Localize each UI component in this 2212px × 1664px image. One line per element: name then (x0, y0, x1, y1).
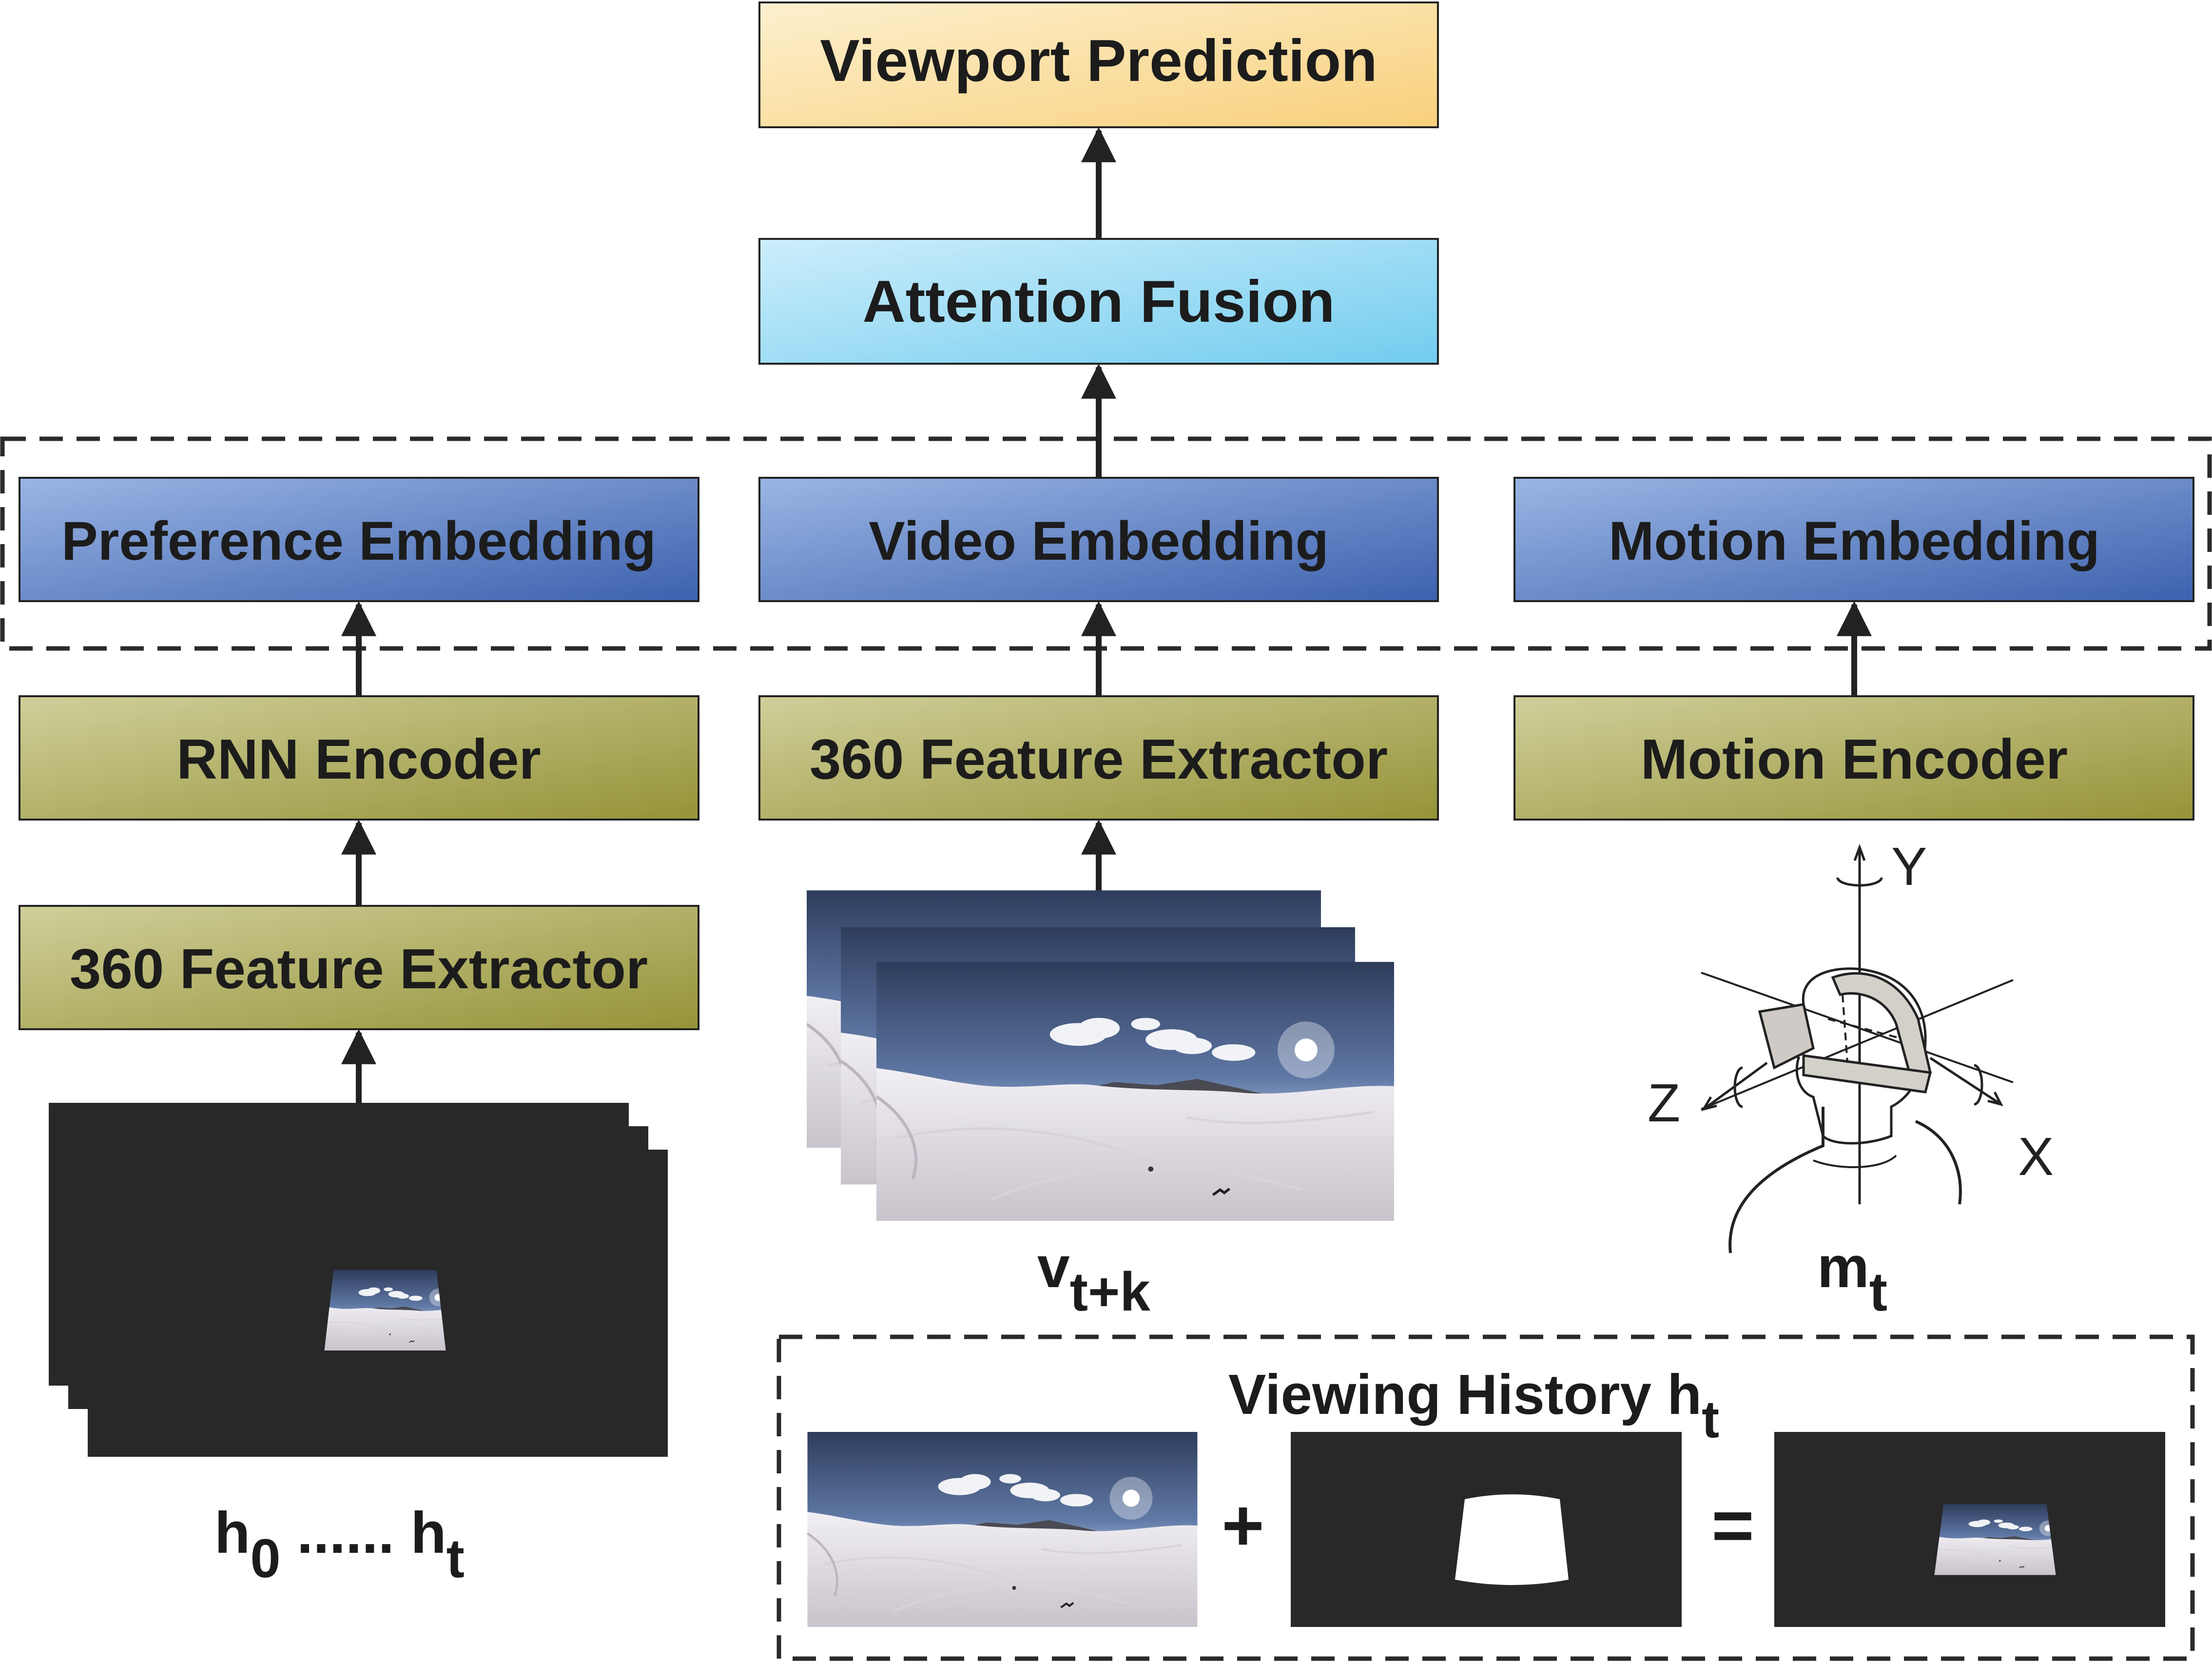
motion-embedding-box: Motion Embedding (1513, 477, 2194, 602)
viewing-history-outline (776, 1334, 2195, 1661)
equation-panorama-image (808, 1432, 1198, 1627)
history-caption: h0 ...... ht (214, 1500, 465, 1589)
feature-extractor-left-box: 360 Feature Extractor (19, 905, 699, 1030)
embedding-group-outline (0, 436, 2212, 651)
rnn-encoder-box: RNN Encoder (19, 695, 699, 821)
equals-sign: = (1711, 1484, 1754, 1566)
axis-y-label: Y (1891, 837, 1927, 897)
video-frames-stack (807, 890, 1394, 1221)
video-embedding-box: Video Embedding (758, 477, 1439, 602)
equation-mask-image (1291, 1432, 1682, 1627)
attention-fusion-label: Attention Fusion (862, 268, 1335, 334)
attention-fusion-box: Attention Fusion (758, 238, 1439, 365)
video-caption: vt+k (1037, 1234, 1150, 1322)
vr-headset-icon (1701, 843, 2014, 1253)
axis-z-label: Z (1648, 1073, 1680, 1133)
motion-caption: mt (1817, 1234, 1887, 1322)
plus-sign: + (1222, 1484, 1264, 1566)
rnn-encoder-label: RNN Encoder (176, 727, 541, 791)
axis-x-label: X (2018, 1127, 2054, 1187)
feature-extractor-left-label: 360 Feature Extractor (70, 937, 648, 1000)
viewing-history-stack (49, 1103, 668, 1457)
equation-masked-result-image (1774, 1432, 2165, 1627)
viewport-prediction-box: Viewport Prediction (758, 1, 1439, 128)
viewport-prediction-label: Viewport Prediction (820, 27, 1377, 94)
feature-extractor-center-label: 360 Feature Extractor (810, 727, 1388, 791)
preference-embedding-box: Preference Embedding (19, 477, 699, 602)
motion-encoder-box: Motion Encoder (1513, 695, 2194, 821)
video-embedding-label: Video Embedding (869, 510, 1329, 571)
preference-embedding-label: Preference Embedding (61, 510, 656, 571)
motion-encoder-label: Motion Encoder (1641, 727, 2068, 791)
feature-extractor-center-box: 360 Feature Extractor (758, 695, 1439, 821)
viewing-history-title: Viewing History ht (1228, 1363, 1719, 1449)
motion-embedding-label: Motion Embedding (1609, 510, 2100, 571)
